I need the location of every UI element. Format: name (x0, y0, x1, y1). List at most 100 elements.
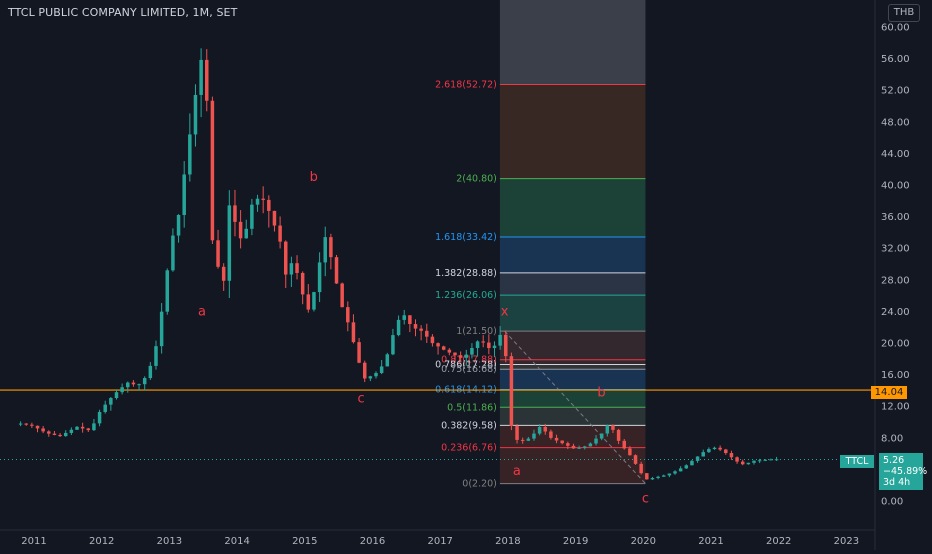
price-tick-label: 52.00 (881, 86, 910, 97)
fib-level-label: 0.81(17.88) (441, 355, 497, 366)
candle (543, 427, 548, 432)
candle (757, 460, 762, 462)
candle (752, 460, 756, 463)
candle (396, 319, 401, 336)
currency-badge[interactable]: THB (888, 4, 920, 22)
candle (329, 237, 333, 258)
time-tick-label: 2022 (766, 536, 791, 547)
candle (633, 455, 638, 464)
candle (667, 473, 672, 476)
price-tick-label: 28.00 (881, 275, 910, 286)
candle (594, 438, 598, 444)
time-tick-label: 2011 (21, 536, 46, 547)
candle (244, 228, 248, 239)
candle (605, 425, 610, 434)
candle (447, 349, 452, 353)
candle (724, 449, 728, 454)
candle (571, 445, 576, 449)
candle (673, 471, 677, 474)
candle (272, 210, 277, 226)
candle (707, 449, 711, 453)
candle (368, 376, 373, 379)
candle (35, 425, 40, 429)
candle (509, 356, 514, 426)
candle (188, 134, 192, 175)
candle (740, 461, 745, 465)
candle (498, 334, 502, 346)
candle (374, 373, 378, 377)
candle (566, 443, 570, 446)
candle (441, 346, 446, 350)
candle (351, 322, 356, 343)
fib-band (499, 84, 646, 179)
fib-band (499, 364, 646, 370)
candle (346, 307, 350, 323)
time-tick-label: 2020 (631, 536, 656, 547)
candle (458, 355, 463, 358)
candle (317, 262, 322, 293)
candle (656, 476, 660, 479)
candle (18, 423, 23, 425)
fib-band (499, 295, 646, 332)
chart-title: TTCL PUBLIC COMPANY LIMITED, 1M, SET (8, 6, 238, 19)
candle (261, 198, 265, 200)
wave-label: a (513, 464, 521, 479)
time-tick-label: 2019 (563, 536, 588, 547)
candle (137, 384, 141, 386)
candle (80, 426, 85, 429)
candle (487, 342, 491, 349)
candle (340, 283, 344, 308)
fib-band (499, 236, 646, 273)
candle (86, 428, 91, 431)
fib-band (499, 389, 646, 408)
fib-band (499, 369, 646, 390)
candle (650, 478, 655, 480)
candle (464, 354, 469, 358)
candle (69, 429, 74, 433)
wave-label: c (642, 492, 649, 507)
candle (430, 336, 435, 344)
candle (289, 263, 294, 275)
fib-level-label: 0.236(6.76) (441, 443, 497, 454)
candle (532, 433, 536, 439)
wave-label: c (358, 391, 365, 406)
candle (774, 459, 779, 461)
fib-level-label: 1.382(28.88) (435, 268, 497, 279)
candle (470, 348, 474, 355)
fib-band (499, 272, 646, 296)
candle (283, 241, 288, 275)
price-tick-label: 0.00 (881, 497, 903, 508)
candle (52, 433, 57, 435)
candle (250, 204, 254, 229)
candle (588, 443, 593, 447)
wave-label: b (310, 170, 318, 185)
candle (712, 447, 717, 450)
candle (763, 459, 768, 461)
time-tick-label: 2018 (495, 536, 520, 547)
candle (520, 439, 525, 441)
candle (379, 366, 384, 374)
candle (735, 457, 739, 462)
candle (148, 365, 153, 379)
candle (695, 456, 700, 461)
candle (205, 59, 209, 101)
candle (210, 100, 215, 241)
candle (408, 315, 412, 325)
price-tick-label: 60.00 (881, 23, 910, 34)
candle (165, 270, 170, 312)
candle (193, 94, 198, 135)
price-tick-label: 24.00 (881, 307, 910, 318)
candle (131, 382, 136, 385)
wave-label: a (198, 304, 206, 319)
fib-level-label: 0.75(16.68) (441, 364, 497, 375)
candle (413, 324, 418, 329)
candle (661, 475, 666, 477)
fib-level-label: 0(2.20) (462, 479, 497, 490)
last-price: 5.26 (883, 455, 905, 466)
candle (199, 59, 203, 95)
candle (24, 423, 28, 425)
candle (334, 257, 339, 284)
candle (560, 440, 564, 444)
